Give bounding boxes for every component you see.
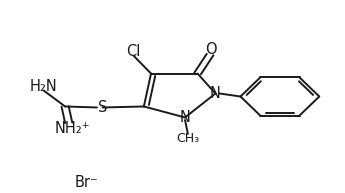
- Text: N: N: [210, 86, 221, 101]
- Text: S: S: [98, 100, 107, 115]
- Text: N: N: [180, 110, 190, 125]
- Text: Cl: Cl: [126, 44, 140, 59]
- Text: H₂N: H₂N: [30, 79, 58, 94]
- Text: CH₃: CH₃: [176, 132, 199, 145]
- Text: NH₂⁺: NH₂⁺: [55, 121, 90, 136]
- Text: Br⁻: Br⁻: [75, 175, 98, 190]
- Text: O: O: [205, 42, 217, 57]
